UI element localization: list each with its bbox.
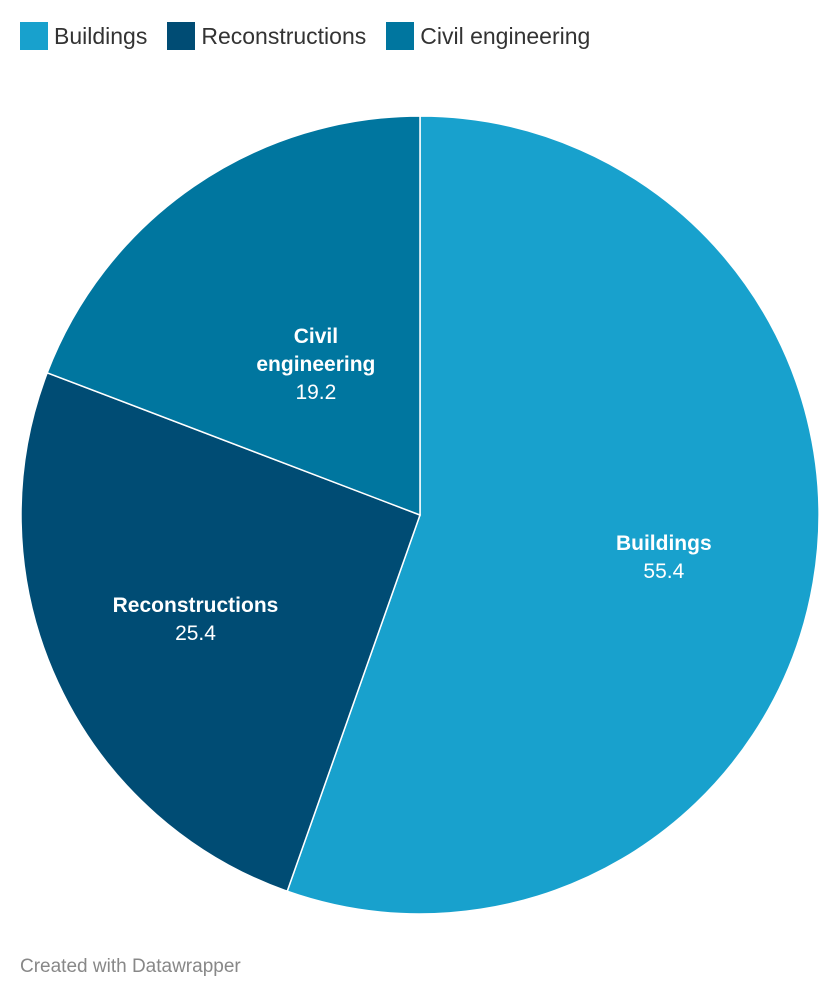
legend-label-reconstructions: Reconstructions [201, 22, 367, 49]
pie-slice-civil-engineering [46, 115, 421, 517]
pie-slice-reconstructions [20, 371, 421, 893]
slice-value-reconstructions: 25.4 [175, 622, 216, 645]
chart-legend: Buildings Reconstructions Civil engineer… [20, 22, 610, 50]
legend-item-buildings: Buildings [20, 22, 147, 50]
legend-swatch-civil-engineering [386, 22, 415, 50]
legend-item-reconstructions: Reconstructions [167, 22, 366, 50]
slice-label-reconstructions: Reconstructions [113, 594, 279, 617]
slice-label-civil-engineering: Civil engineering [256, 325, 375, 376]
legend-swatch-buildings [20, 22, 48, 50]
legend-swatch-reconstructions [167, 22, 196, 50]
slice-value-civil-engineering: 19.2 [295, 381, 336, 404]
legend-item-civil-engineering: Civil engineering [386, 22, 590, 50]
legend-label-buildings: Buildings [54, 22, 148, 49]
slice-label-buildings: Buildings [616, 532, 712, 555]
datawrapper-credit: Created with Datawrapper [20, 956, 241, 977]
legend-label-civil-engineering: Civil engineering [420, 22, 591, 49]
slice-value-buildings: 55.4 [643, 560, 684, 583]
